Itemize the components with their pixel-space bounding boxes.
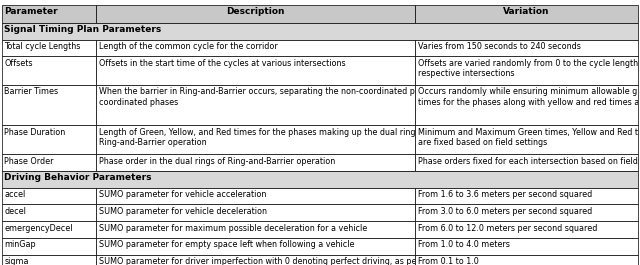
Text: Phase Order: Phase Order [4,157,54,166]
Text: From 3.0 to 6.0 meters per second squared: From 3.0 to 6.0 meters per second square… [418,207,592,216]
Text: minGap: minGap [4,241,36,250]
Bar [415,255,638,265]
Text: SUMO parameter for driver imperfection with 0 denoting perfect driving, as per S: SUMO parameter for driver imperfection w… [99,257,452,265]
Text: Phase orders fixed for each intersection based on field settings: Phase orders fixed for each intersection… [418,157,640,166]
Bar [415,154,638,171]
Bar [2,188,96,204]
Text: From 1.6 to 3.6 meters per second squared: From 1.6 to 3.6 meters per second square… [418,190,592,199]
Bar [415,5,638,23]
Bar [96,204,415,221]
Bar [96,221,415,238]
Text: From 1.0 to 4.0 meters: From 1.0 to 4.0 meters [418,241,510,250]
Bar [2,5,96,23]
Text: decel: decel [4,207,26,216]
Bar [2,39,96,56]
Text: emergencyDecel: emergencyDecel [4,224,73,233]
Text: SUMO parameter for vehicle deceleration: SUMO parameter for vehicle deceleration [99,207,267,216]
Bar [2,125,96,154]
Bar [96,125,415,154]
Bar [415,39,638,56]
Text: Signal Timing Plan Parameters: Signal Timing Plan Parameters [4,25,162,34]
Bar [96,238,415,255]
Bar [96,85,415,125]
Bar [415,56,638,85]
Text: Phase Duration: Phase Duration [4,128,66,137]
Text: Varies from 150 seconds to 240 seconds: Varies from 150 seconds to 240 seconds [418,42,580,51]
Bar [96,5,415,23]
Bar [2,85,96,125]
Text: Length of the common cycle for the corridor: Length of the common cycle for the corri… [99,42,277,51]
Text: Minimum and Maximum Green times, Yellow and Red times
are fixed based on field s: Minimum and Maximum Green times, Yellow … [418,128,640,147]
Text: sigma: sigma [4,257,29,265]
Bar [2,154,96,171]
Text: Length of Green, Yellow, and Red times for the phases making up the dual rings o: Length of Green, Yellow, and Red times f… [99,128,429,147]
Bar [415,125,638,154]
Text: Offsets: Offsets [4,59,33,68]
Bar [96,39,415,56]
Bar [415,188,638,204]
Bar [2,204,96,221]
Bar [2,238,96,255]
Bar [415,221,638,238]
Text: From 6.0 to 12.0 meters per second squared: From 6.0 to 12.0 meters per second squar… [418,224,597,233]
Text: When the barrier in Ring-and-Barrier occurs, separating the non-coordinated phas: When the barrier in Ring-and-Barrier occ… [99,87,471,107]
Text: Phase order in the dual rings of Ring-and-Barrier operation: Phase order in the dual rings of Ring-an… [99,157,335,166]
Bar [96,188,415,204]
Text: Offsets are varied randomly from 0 to the cycle length of the
respective interse: Offsets are varied randomly from 0 to th… [418,59,640,78]
Text: Barrier Times: Barrier Times [4,87,59,96]
Bar [2,255,96,265]
Bar [415,238,638,255]
Bar [96,154,415,171]
Bar [2,23,638,39]
Text: SUMO parameter for vehicle acceleration: SUMO parameter for vehicle acceleration [99,190,266,199]
Bar [96,56,415,85]
Bar [415,204,638,221]
Text: From 0.1 to 1.0: From 0.1 to 1.0 [418,257,479,265]
Bar [415,85,638,125]
Bar [96,255,415,265]
Text: Parameter: Parameter [4,7,58,16]
Text: Description: Description [227,7,285,16]
Text: Offsets in the start time of the cycles at various intersections: Offsets in the start time of the cycles … [99,59,345,68]
Text: SUMO parameter for empty space left when following a vehicle: SUMO parameter for empty space left when… [99,241,354,250]
Bar [2,56,96,85]
Bar [2,221,96,238]
Bar [2,171,638,188]
Text: accel: accel [4,190,26,199]
Text: Total cycle Lengths: Total cycle Lengths [4,42,81,51]
Text: Variation: Variation [504,7,550,16]
Text: Driving Behavior Parameters: Driving Behavior Parameters [4,173,152,182]
Text: SUMO parameter for maximum possible deceleration for a vehicle: SUMO parameter for maximum possible dece… [99,224,367,233]
Text: Occurs randomly while ensuring minimum allowable green
times for the phases alon: Occurs randomly while ensuring minimum a… [418,87,640,107]
